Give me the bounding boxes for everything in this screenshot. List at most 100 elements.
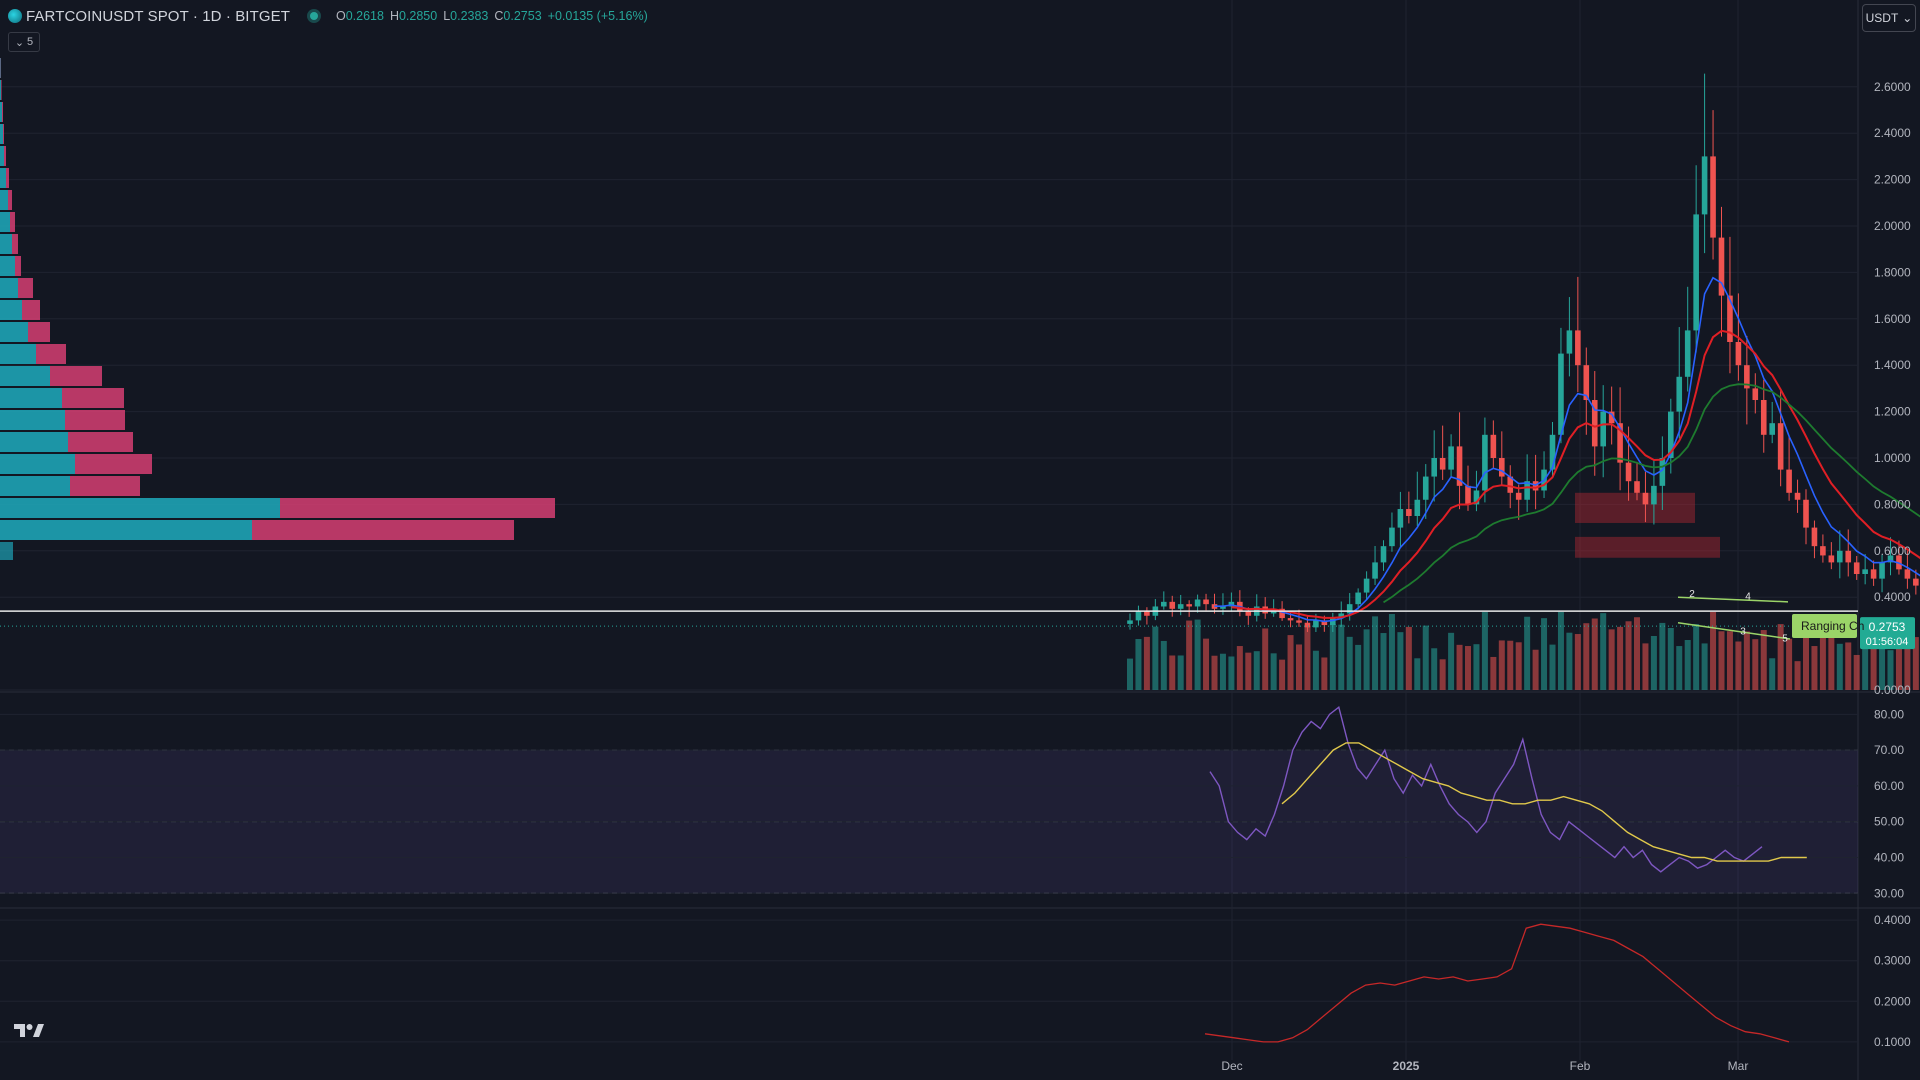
volume-profile-up-bar [0,542,13,560]
ohlc-high: H0.2850 [389,9,438,23]
y-tick-label: 0.0000 [1874,683,1911,697]
candle-body [1786,469,1792,493]
volume-bar [1667,627,1674,690]
market-status-icon[interactable] [309,12,318,20]
volume-bar [1549,644,1556,690]
candle-body [1363,578,1370,593]
volume-profile-up-bar [0,432,68,452]
candle-body [1355,592,1361,605]
volume-bar [1557,612,1564,690]
ohlc-low: L0.2383 [443,9,489,23]
candle-body [1727,295,1733,342]
tradingview-logo-icon[interactable] [12,1020,46,1045]
currency-label: USDT [1865,11,1899,25]
volume-bar [1448,632,1455,690]
volume-bar [1270,653,1277,690]
volume-bar [1346,636,1353,690]
candle-body [1448,446,1454,470]
volume-bar [1211,655,1218,690]
volume-bar [1245,652,1252,690]
ohlc-change: +0.0135 (+5.16%) [547,9,648,23]
volume-bar [1338,624,1345,690]
volume-profile-up-bar [0,102,2,122]
rsi-y-tick-label: 80.00 [1874,707,1904,721]
volume-bar [1904,646,1911,690]
x-tick-label: Dec [1221,1059,1242,1073]
candle-body [1904,569,1911,579]
volume-profile-up-bar [0,344,36,364]
candle-body [1228,601,1235,607]
candle-body [1279,608,1285,619]
volume-profile-up-bar [0,388,62,408]
volatility-y-tick-label: 0.1000 [1874,1035,1911,1049]
candle-body [1676,376,1683,412]
volume-bar [1684,639,1691,690]
volume-bar [1786,638,1793,690]
rsi-pane [0,705,1858,894]
candle-body [1591,400,1598,447]
candle-body [1853,562,1860,574]
volume-profile-down-bar [68,432,133,452]
candle-body [1617,423,1623,463]
candle-body [1135,611,1142,621]
currency-select[interactable]: USDT ⌄ [1862,4,1916,32]
candle-body [1532,481,1539,491]
candle-body [1718,237,1725,296]
volume-bar [1186,620,1193,690]
volume-bar [1431,648,1438,690]
candle-body [1330,618,1336,626]
volume-bar [1870,647,1877,690]
candle-body [1634,481,1640,493]
current-price-badge [1860,617,1915,650]
candle-body [1422,476,1429,500]
volume-bar [1321,657,1328,690]
symbol-logo-icon[interactable] [8,9,22,23]
candle-body [1211,604,1218,609]
volume-bar [1862,619,1869,690]
volume-bar [1710,612,1717,690]
candle-body [1482,434,1488,491]
candle-body [1456,446,1463,486]
candle-body [1913,578,1919,586]
volume-bar [1473,644,1480,690]
ohlc-open: O0.2618 [335,9,384,23]
moving-averages [1214,276,1920,623]
candle-body [1473,490,1480,505]
ranging-label-box [1792,614,1857,638]
volatility-line [1204,923,1790,1043]
y-tick-label: 2.2000 [1874,173,1911,187]
candle-body [1152,606,1159,616]
volume-bar [1752,639,1759,690]
candle-body [1583,365,1590,400]
volume-profile-down-bar [2,102,3,122]
volume-bar [1194,619,1201,690]
volume-bar [1676,646,1683,690]
y-tick-label: 1.8000 [1874,265,1911,279]
rsi-y-tick-label: 50.00 [1874,815,1904,829]
ranging-label-text: Ranging Ch [1801,619,1864,633]
volume-bar [1777,624,1784,690]
volume-bar [1735,641,1742,690]
candle-body [1651,485,1657,505]
volume-bar [1617,626,1624,690]
x-tick-label: Mar [1728,1059,1749,1073]
chart-header: FARTCOINUSDT SPOT · 1D · BITGET O0.2618 … [0,0,1850,32]
volume-bar [1203,638,1210,690]
volume-bar [1591,618,1598,690]
volume-bar [1845,642,1852,690]
rsi-line [1209,705,1763,873]
volume-bar [1228,656,1235,690]
candle-body [1837,550,1843,563]
candle-body [1296,620,1302,623]
volume-bar [1743,631,1750,690]
indicators-toggle-button[interactable]: ⌄ 5 [8,32,40,52]
volume-profile-up-bar [0,520,252,540]
candle-body [1811,527,1818,547]
volume-profile-up-bar [0,498,280,518]
symbol-title[interactable]: FARTCOINUSDT SPOT · 1D · BITGET [26,7,290,25]
candle-body [1270,608,1277,614]
volume-profile-down-bar [1,80,2,100]
rsi-y-tick-label: 60.00 [1874,779,1904,793]
